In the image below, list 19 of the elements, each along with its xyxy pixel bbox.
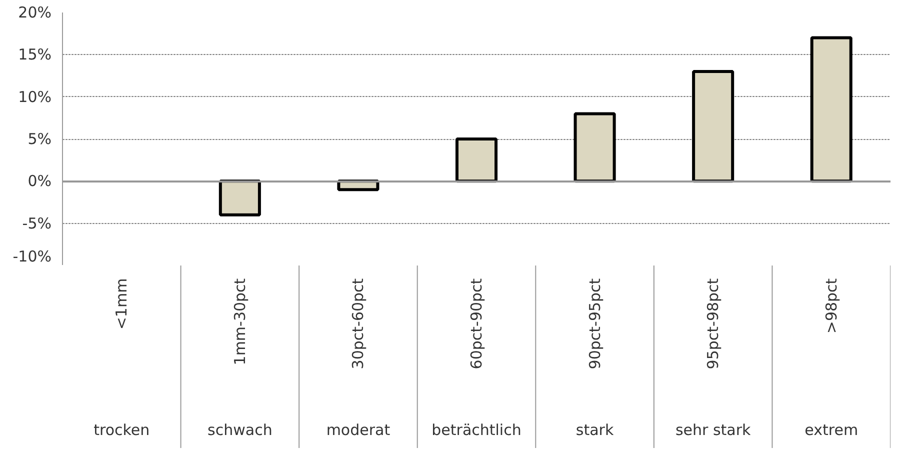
category-label: 95pct-98pct sehr stark bbox=[675, 278, 751, 440]
category-label: 90pct-95pct stark bbox=[576, 278, 614, 440]
y-tick-label: 5% bbox=[28, 130, 52, 148]
bar bbox=[455, 138, 498, 183]
category-label: 60pct-90pct beträchtlich bbox=[432, 278, 522, 440]
bar bbox=[810, 36, 852, 183]
category-label: 1mm-30pct schwach bbox=[208, 278, 272, 440]
category-label: <1mm trocken bbox=[94, 278, 150, 440]
y-tick-label: -10% bbox=[12, 248, 52, 266]
bar bbox=[692, 70, 734, 183]
category-label: 30pct-60pct moderat bbox=[326, 278, 390, 440]
y-tick-label: 20% bbox=[18, 4, 52, 22]
y-tick-label: 0% bbox=[28, 172, 52, 190]
bar bbox=[574, 112, 616, 183]
bar bbox=[218, 180, 261, 216]
y-tick-label: 10% bbox=[18, 88, 52, 106]
y-tick-label: 15% bbox=[18, 46, 52, 64]
category-label: >98pct extrem bbox=[804, 278, 858, 440]
y-tick-label: -5% bbox=[22, 214, 52, 232]
